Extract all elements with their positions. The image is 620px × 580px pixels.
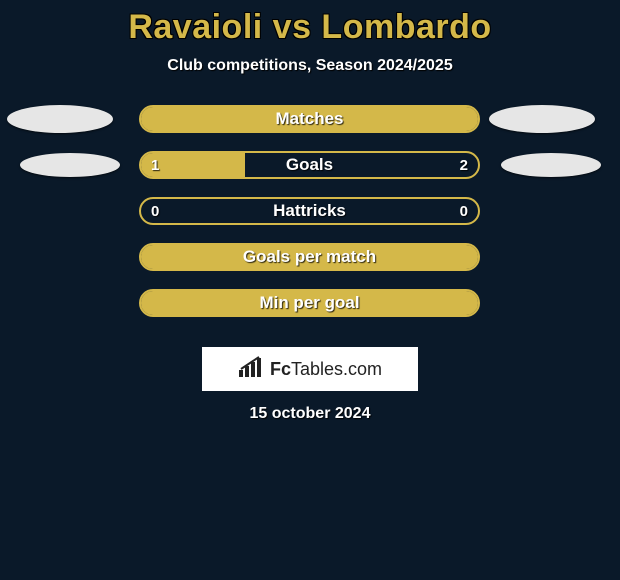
stat-value-right: 2 <box>460 153 468 177</box>
stat-row-matches: Matches <box>0 105 620 151</box>
brand-logo-box: FcTables.com <box>202 347 418 391</box>
stat-bar-label: Matches <box>141 107 478 131</box>
stat-bar-matches: Matches <box>139 105 480 133</box>
player-left-marker <box>7 105 113 133</box>
player-left-marker <box>20 153 120 177</box>
stat-value-right: 0 <box>460 199 468 223</box>
player-right-marker <box>489 105 595 133</box>
stat-bar-hattricks: 0 Hattricks 0 <box>139 197 480 225</box>
brand-text: FcTables.com <box>270 359 382 380</box>
page-subtitle: Club competitions, Season 2024/2025 <box>0 57 620 75</box>
stat-bar-goals: 1 Goals 2 <box>139 151 480 179</box>
stat-bar-label: Goals per match <box>141 245 478 269</box>
stat-bar-min-per-goal: Min per goal <box>139 289 480 317</box>
stat-bar-label: Hattricks <box>141 199 478 223</box>
stat-bar-label: Min per goal <box>141 291 478 315</box>
brand-logo: FcTables.com <box>238 356 382 383</box>
stat-row-min-per-goal: Min per goal <box>0 289 620 335</box>
stat-row-goals-per-match: Goals per match <box>0 243 620 289</box>
date-label: 15 october 2024 <box>0 405 620 423</box>
stat-bar-goals-per-match: Goals per match <box>139 243 480 271</box>
chart-bars-icon <box>238 356 264 383</box>
stat-bar-label: Goals <box>141 153 478 177</box>
player-right-marker <box>501 153 601 177</box>
stat-row-hattricks: 0 Hattricks 0 <box>0 197 620 243</box>
comparison-infographic: Ravaioli vs Lombardo Club competitions, … <box>0 0 620 580</box>
stat-rows: Matches 1 Goals 2 0 Hattricks 0 <box>0 105 620 335</box>
page-title: Ravaioli vs Lombardo <box>0 0 620 47</box>
stat-row-goals: 1 Goals 2 <box>0 151 620 197</box>
brand-text-strong: Fc <box>270 359 291 379</box>
brand-text-rest: Tables.com <box>291 359 382 379</box>
